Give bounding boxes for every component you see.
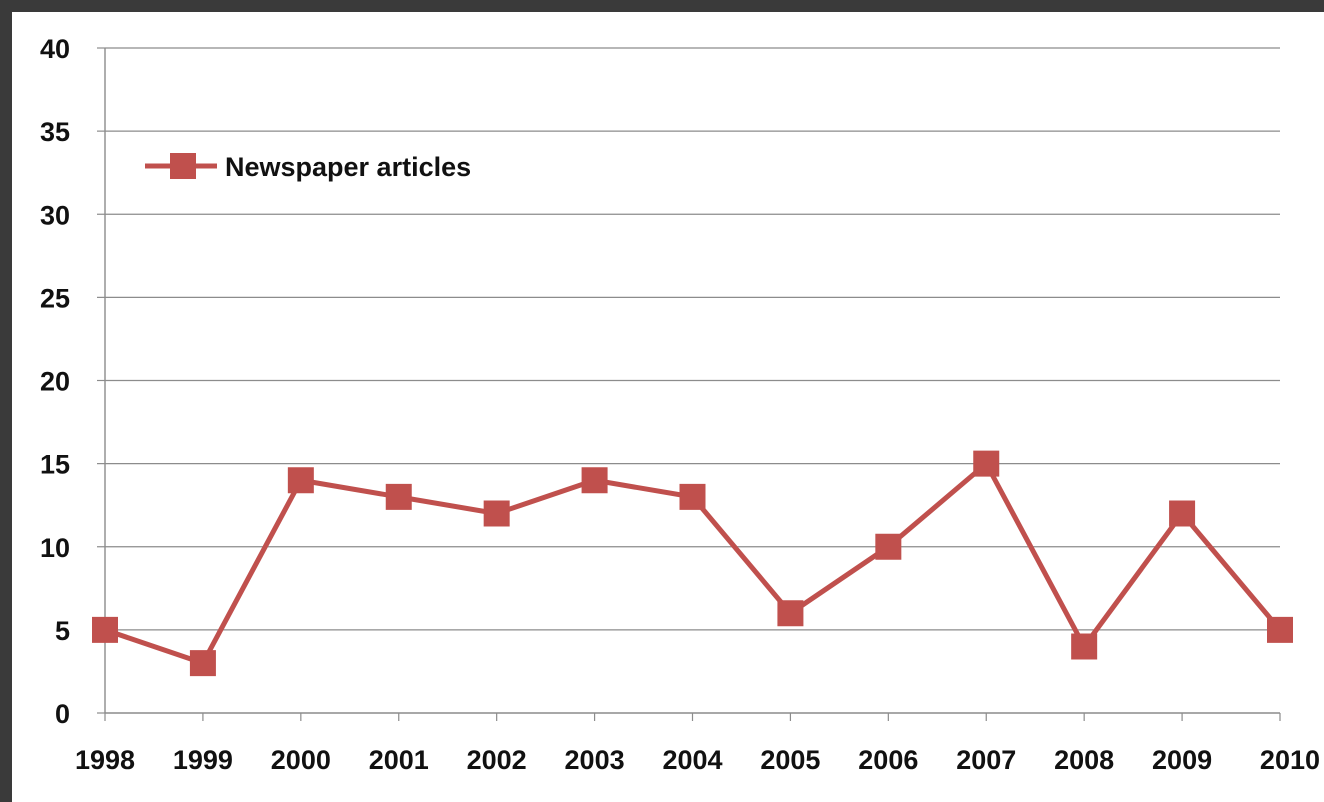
data-point-1998 <box>92 616 118 643</box>
y-tick-label-30: 30 <box>40 200 70 230</box>
data-point-2004 <box>679 483 706 510</box>
chart-frame: 0 5 10 15 20 25 30 35 40 1998 1999 2000 2001 2002 200… <box>12 12 1324 802</box>
x-tick-label-2006: 2006 <box>858 745 918 775</box>
x-tick-label-2002: 2002 <box>467 745 527 775</box>
data-point-2005 <box>777 600 804 627</box>
x-tick-label-1998: 1998 <box>75 745 135 775</box>
legend-label: Newspaper articles <box>225 152 471 182</box>
data-point-2008 <box>1071 633 1098 660</box>
x-tick-label-1999: 1999 <box>173 745 233 775</box>
series-group <box>92 450 1293 677</box>
x-tick-label-2003: 2003 <box>565 745 625 775</box>
x-tick-label-2005: 2005 <box>760 745 820 775</box>
data-point-2006 <box>875 533 902 560</box>
x-axis-ticks: 1998 1999 2000 2001 2002 2003 2004 2005 2006 2007… <box>75 713 1320 775</box>
y-tick-label-25: 25 <box>40 283 70 313</box>
y-tick-label-20: 20 <box>40 367 70 397</box>
y-tick-label-0: 0 <box>55 699 70 729</box>
data-point-2002 <box>483 500 510 527</box>
y-axis-ticks: 0 5 10 15 20 25 30 35 40 <box>40 34 105 729</box>
x-tick-label-2010: 2010 <box>1260 745 1320 775</box>
x-tick-label-2009: 2009 <box>1152 745 1212 775</box>
data-point-2009 <box>1169 500 1196 527</box>
x-tick-label-2001: 2001 <box>369 745 429 775</box>
data-point-2000 <box>287 467 314 494</box>
data-point-2001 <box>385 483 412 510</box>
y-tick-label-15: 15 <box>40 450 70 480</box>
data-point-2010 <box>1267 616 1293 643</box>
y-tick-label-40: 40 <box>40 34 70 64</box>
x-tick-label-2007: 2007 <box>956 745 1016 775</box>
data-point-2007 <box>973 450 1000 477</box>
y-tick-label-10: 10 <box>40 533 70 563</box>
x-tick-label-2000: 2000 <box>271 745 331 775</box>
line-chart: 0 5 10 15 20 25 30 35 40 1998 1999 2000 2001 2002 200… <box>40 34 1320 775</box>
x-tick-label-2004: 2004 <box>662 745 722 775</box>
legend: Newspaper articles <box>145 152 471 182</box>
y-tick-label-35: 35 <box>40 117 70 147</box>
gridlines <box>105 47 1280 631</box>
x-tick-label-2008: 2008 <box>1054 745 1114 775</box>
legend-marker-swatch <box>170 153 196 179</box>
data-point-2003 <box>581 467 608 494</box>
y-tick-label-5: 5 <box>55 616 70 646</box>
data-point-1999 <box>189 650 216 677</box>
